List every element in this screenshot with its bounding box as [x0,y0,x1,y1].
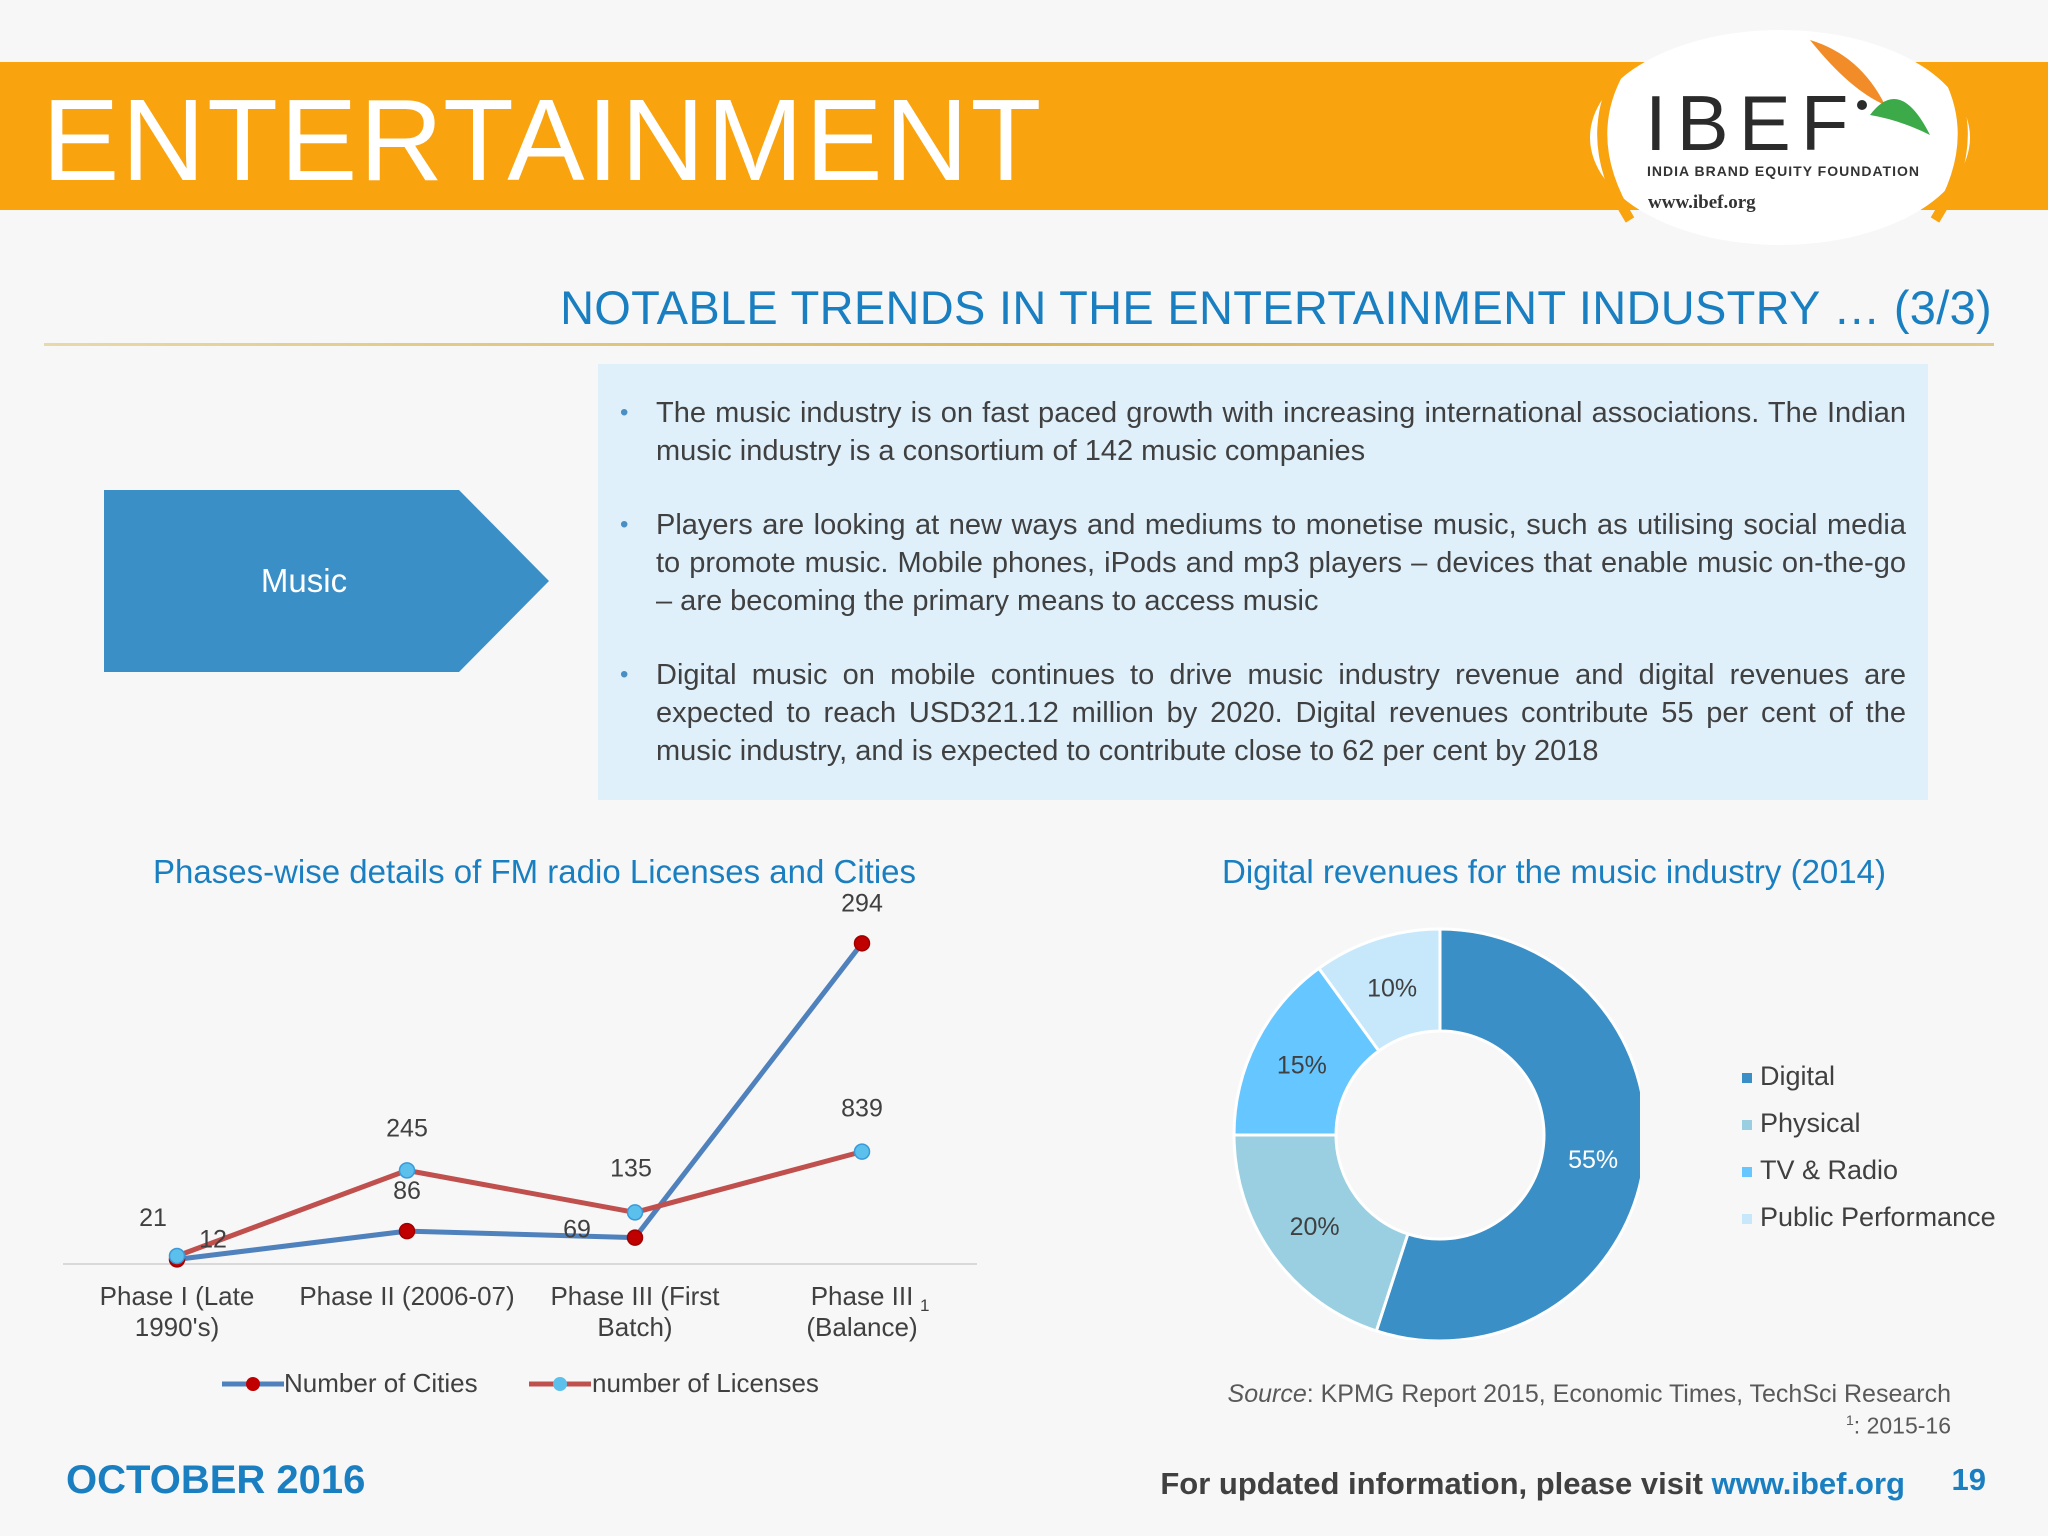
category-label-3: Phase III (Balance) [806,1281,918,1342]
series-1-point-0 [168,1247,186,1265]
music-chevron [104,490,549,672]
legend-cities-marker [222,1377,284,1391]
bullet-dot-icon: • [620,661,629,688]
data-label-0: 21 [139,1204,167,1232]
footer-visit: For updated information, please visit ww… [1160,1466,1905,1502]
source-prefix: Source [1227,1380,1307,1408]
logo-arc [1597,67,1968,223]
footer-date: OCTOBER 2016 [66,1458,366,1502]
footnote-text: : 2015-16 [1853,1412,1951,1439]
source-text: : KPMG Report 2015, Economic Times, Tech… [1306,1380,1951,1408]
section-label: Music [260,562,348,599]
donut-legend-label: Public Performance [1760,1202,1996,1232]
bullet-dot-icon: • [620,511,629,538]
logo-tagline: INDIA BRAND EQUITY FOUNDATION [1647,163,1920,179]
legend-swatch-icon [1742,1166,1752,1177]
donut-label-3: 10% [1367,975,1417,1003]
donut-label-1: 20% [1290,1213,1340,1241]
series-0-point-1 [398,1222,416,1240]
data-label-4: 135 [610,1154,652,1182]
donut-legend-label: Physical [1760,1108,1861,1138]
series-line-0 [176,941,864,1262]
footnote-line: 1: 2015-16 [1846,1412,1951,1440]
donut-slice-0 [1374,927,1640,1340]
line-chart: 21 12 245 86 135 69 839 294 [63,890,977,1268]
logo-text: IBEF [1645,79,1859,167]
data-label-6: 839 [841,1095,883,1123]
donut-label-0: 55% [1568,1146,1618,1174]
footer-visit-text: For updated information, please visit [1160,1466,1712,1501]
data-label-2: 245 [386,1114,428,1142]
category-label-1: Phase II (2006-07) [299,1281,515,1311]
donut-legend-item-2: TV & Radio [1742,1155,1898,1186]
footer-visit-link[interactable]: www.ibef.org [1711,1466,1905,1501]
data-label-3: 86 [393,1177,421,1205]
bullet-item-1: • The music industry is on fast paced gr… [620,394,1906,470]
bullet-item-3: • Digital music on mobile continues to d… [620,656,1906,770]
series-1-point-3 [853,1143,871,1160]
logo-bird-icon [1810,40,1930,135]
legend-licenses-label: number of Licenses [592,1368,819,1398]
series-1-point-1 [398,1162,416,1179]
donut-label-2: 15% [1277,1052,1327,1080]
line-chart-title: Phases-wise details of FM radio Licenses… [153,853,917,890]
data-label-5: 69 [563,1216,591,1244]
page-heading: ENTERTAINMENT [42,75,1044,205]
series-line-1 [176,1149,863,1259]
footnote-mark: 1 [1846,1412,1854,1428]
bullet-item-2: • Players are looking at new ways and me… [620,506,1906,620]
donut-legend-label: Digital [1760,1061,1836,1091]
subtitle-divider [44,343,1994,346]
donut-slice-2 [1232,966,1381,1137]
source-line: Source: KPMG Report 2015, Economic Times… [1228,1380,1951,1409]
ibef-logo [1590,30,1970,245]
page-number: 19 [1951,1462,1986,1497]
legend-cities-label: Number of Cities [284,1368,478,1398]
legend-swatch-icon [1742,1213,1752,1224]
donut-legend-item-0: Digital [1742,1061,1835,1092]
category-label-2: Phase III (First Batch) [550,1281,720,1342]
legend-swatch-icon [1742,1072,1752,1083]
series-0-point-3 [853,935,871,952]
category-label-0: Phase I (Late 1990's) [99,1281,255,1342]
legend-licenses-marker [529,1377,591,1391]
donut-legend-item-3: Public Performance [1742,1202,1996,1233]
data-label-7: 294 [841,890,883,917]
donut-chart: 55% 20% 15% 10% [1232,927,1640,1340]
bullet-dot-icon: • [620,399,629,426]
donut-slice-1 [1232,1133,1410,1333]
donut-chart-title: Digital revenues for the music industry … [1222,853,1886,890]
slide-subtitle: NOTABLE TRENDS IN THE ENTERTAINMENT INDU… [560,281,1992,334]
donut-legend-item-1: Physical [1742,1108,1861,1139]
donut-slice-3 [1316,927,1442,1053]
bullet-text: The music industry is on fast paced grow… [656,397,1906,467]
category-footnote: 1 [920,1296,930,1315]
donut-legend-label: TV & Radio [1760,1155,1899,1185]
logo-url[interactable]: www.ibef.org [1648,192,1756,213]
bullet-text: Players are looking at new ways and medi… [656,509,1906,617]
series-1-point-2 [626,1204,644,1221]
data-label-1: 12 [199,1225,227,1253]
bullet-box: • The music industry is on fast paced gr… [598,364,1928,800]
bullet-text: Digital music on mobile continues to dri… [656,659,1906,767]
legend-swatch-icon [1742,1119,1752,1130]
series-0-point-2 [626,1229,644,1246]
